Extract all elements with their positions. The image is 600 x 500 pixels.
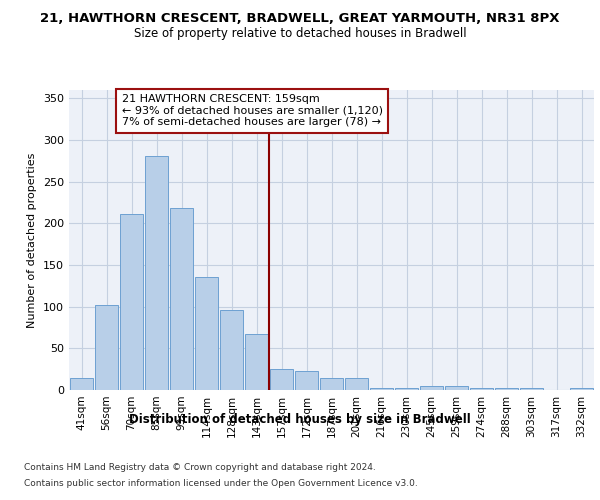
Text: Contains public sector information licensed under the Open Government Licence v3: Contains public sector information licen… bbox=[24, 478, 418, 488]
Y-axis label: Number of detached properties: Number of detached properties bbox=[28, 152, 37, 328]
Bar bbox=[170, 208, 193, 390]
Text: 21 HAWTHORN CRESCENT: 159sqm
← 93% of detached houses are smaller (1,120)
7% of : 21 HAWTHORN CRESCENT: 159sqm ← 93% of de… bbox=[121, 94, 383, 128]
Bar bbox=[320, 378, 343, 390]
Bar bbox=[520, 388, 543, 390]
Bar bbox=[445, 386, 468, 390]
Bar bbox=[195, 276, 218, 390]
Text: Size of property relative to detached houses in Bradwell: Size of property relative to detached ho… bbox=[134, 28, 466, 40]
Bar bbox=[420, 386, 443, 390]
Bar bbox=[295, 371, 318, 390]
Bar bbox=[345, 378, 368, 390]
Text: 21, HAWTHORN CRESCENT, BRADWELL, GREAT YARMOUTH, NR31 8PX: 21, HAWTHORN CRESCENT, BRADWELL, GREAT Y… bbox=[40, 12, 560, 26]
Bar bbox=[570, 388, 593, 390]
Bar bbox=[120, 214, 143, 390]
Bar bbox=[95, 305, 118, 390]
Bar bbox=[245, 334, 268, 390]
Bar bbox=[470, 388, 493, 390]
Text: Contains HM Land Registry data © Crown copyright and database right 2024.: Contains HM Land Registry data © Crown c… bbox=[24, 464, 376, 472]
Bar bbox=[220, 310, 243, 390]
Bar bbox=[495, 388, 518, 390]
Bar bbox=[70, 378, 93, 390]
Bar bbox=[145, 156, 168, 390]
Bar bbox=[370, 388, 393, 390]
Text: Distribution of detached houses by size in Bradwell: Distribution of detached houses by size … bbox=[129, 412, 471, 426]
Bar bbox=[270, 369, 293, 390]
Bar bbox=[395, 388, 418, 390]
